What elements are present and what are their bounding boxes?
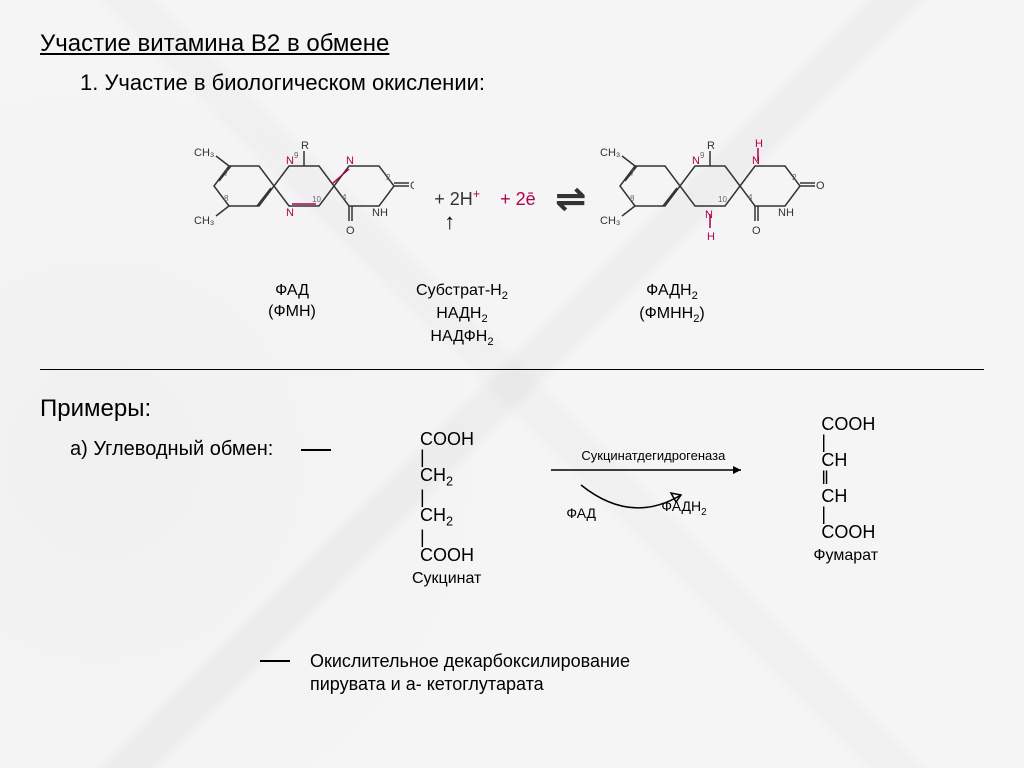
fadh2-small-label: ФАДН2 bbox=[661, 498, 706, 518]
fad-label-block: ФАД (ФМН) bbox=[202, 281, 382, 349]
svg-text:7: 7 bbox=[224, 169, 229, 178]
equilibrium-arrows: ⇌ bbox=[556, 178, 580, 220]
slide-subtitle: 1. Участие в биологическом окислении: bbox=[80, 70, 984, 96]
fad-molecule: N N N NH O O R CH₃ bbox=[194, 136, 414, 261]
enzyme-arrow-block: Сукцинатдегидрогеназа ФАД ФАДН2 bbox=[541, 430, 761, 588]
dash-marker-2 bbox=[260, 660, 290, 662]
svg-text:N: N bbox=[692, 155, 700, 167]
bottom-line2: пирувата и а- кетоглутарата bbox=[310, 673, 630, 696]
main-reaction: N N N NH O O R CH₃ bbox=[40, 136, 984, 261]
plus-2h: + 2H+ + 2ē bbox=[434, 189, 535, 209]
svg-text:2: 2 bbox=[792, 173, 797, 182]
svg-text:N: N bbox=[752, 155, 760, 167]
nadh-label: НАДН2 bbox=[382, 304, 542, 327]
svg-text:4: 4 bbox=[342, 193, 347, 202]
succinate-block: COOH | CH2 | CH2 | COOH Сукцинат bbox=[420, 430, 481, 588]
svg-text:2: 2 bbox=[386, 173, 391, 182]
slide-title: Участие витамина В2 в обмене bbox=[40, 30, 984, 58]
fmnh2-label: (ФМНН2) bbox=[582, 304, 762, 327]
svg-text:O: O bbox=[816, 180, 825, 192]
svg-text:R: R bbox=[707, 140, 715, 152]
arrow-up-icon: ↑ bbox=[444, 209, 455, 235]
fad-label: ФАД bbox=[202, 281, 382, 302]
svg-text:8: 8 bbox=[224, 194, 229, 203]
svg-text:4: 4 bbox=[748, 193, 753, 202]
svg-text:O: O bbox=[752, 225, 761, 237]
bottom-block: Окислительное декарбоксилирование пирува… bbox=[310, 650, 630, 697]
svg-text:N: N bbox=[346, 155, 354, 167]
fumarate-formula: COOH | CH ‖ CH | COOH bbox=[821, 415, 878, 541]
plus-2e-text: + 2ē bbox=[500, 189, 536, 209]
svg-text:H: H bbox=[707, 231, 715, 243]
svg-text:N: N bbox=[286, 207, 294, 219]
substrate-label: Субстрат-Н2 bbox=[382, 281, 542, 304]
svg-text:N: N bbox=[705, 209, 713, 221]
fumarate-name: Фумарат bbox=[813, 547, 878, 565]
bottom-line1: Окислительное декарбоксилирование bbox=[310, 650, 630, 673]
succinate-name: Сукцинат bbox=[412, 570, 481, 588]
svg-text:8: 8 bbox=[630, 194, 635, 203]
svg-text:O: O bbox=[346, 225, 355, 237]
nadph-label: НАДФН2 bbox=[382, 327, 542, 350]
svg-text:CH₃: CH₃ bbox=[600, 147, 620, 159]
svg-text:R: R bbox=[301, 140, 309, 152]
flavin-oxidized-svg: N N N NH O O R CH₃ bbox=[194, 136, 414, 256]
example-a-label: а) Углеводный обмен: bbox=[70, 438, 273, 460]
reaction-terms: + 2H+ + 2ē ↑ bbox=[434, 187, 535, 210]
svg-text:NH: NH bbox=[778, 207, 794, 219]
reaction-labels: ФАД (ФМН) Субстрат-Н2 НАДН2 НАДФН2 ФАДН2… bbox=[40, 281, 984, 349]
svg-text:10: 10 bbox=[312, 195, 321, 204]
svg-text:O: O bbox=[410, 180, 414, 192]
succinate-formula: COOH | CH2 | CH2 | COOH bbox=[420, 430, 481, 564]
h-plus-sup: + bbox=[473, 187, 480, 201]
substrate-label-block: Субстрат-Н2 НАДН2 НАДФН2 bbox=[382, 281, 542, 349]
divider-line bbox=[40, 369, 984, 370]
svg-text:NH: NH bbox=[372, 207, 388, 219]
slide-content: Участие витамина В2 в обмене 1. Участие … bbox=[0, 0, 1024, 491]
fad-small-label: ФАД bbox=[566, 505, 596, 521]
svg-text:H: H bbox=[755, 138, 763, 150]
dash-marker-1 bbox=[301, 449, 331, 451]
fadh2-label-block: ФАДН2 (ФМНН2) bbox=[582, 281, 762, 349]
svg-text:7: 7 bbox=[630, 169, 635, 178]
fumarate-block: COOH | CH ‖ CH | COOH Фумарат bbox=[821, 415, 878, 588]
svg-text:CH₃: CH₃ bbox=[194, 215, 214, 227]
fmn-label: (ФМН) bbox=[202, 302, 382, 323]
svg-text:9: 9 bbox=[700, 151, 705, 160]
svg-text:CH₃: CH₃ bbox=[600, 215, 620, 227]
flavin-reduced-svg: N N N NH O O R CH₃ CH₃ bbox=[600, 136, 830, 256]
fadh2-molecule: N N N NH O O R CH₃ CH₃ bbox=[600, 136, 830, 261]
title-text: Участие витамина В2 в обмене bbox=[40, 30, 389, 57]
succinate-fumarate-reaction: COOH | CH2 | CH2 | COOH Сукцинат Сукцина… bbox=[420, 430, 878, 588]
fadh2-label: ФАДН2 bbox=[582, 281, 762, 304]
svg-text:10: 10 bbox=[718, 195, 727, 204]
svg-text:N: N bbox=[286, 155, 294, 167]
plus-2h-text: + 2H bbox=[434, 189, 473, 209]
svg-text:9: 9 bbox=[294, 151, 299, 160]
enzyme-name: Сукцинатдегидрогеназа bbox=[581, 448, 725, 463]
svg-text:CH₃: CH₃ bbox=[194, 147, 214, 159]
